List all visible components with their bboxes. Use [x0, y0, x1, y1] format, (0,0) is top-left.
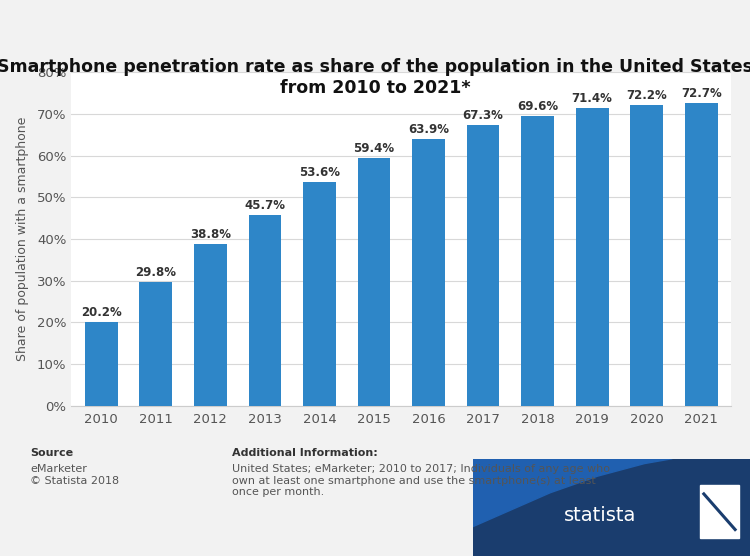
Text: statista: statista — [564, 505, 636, 525]
Text: Smartphone penetration rate as share of the population in the United States
from: Smartphone penetration rate as share of … — [0, 58, 750, 97]
Text: 59.4%: 59.4% — [353, 142, 395, 155]
Bar — [140, 281, 172, 406]
Bar — [303, 182, 336, 406]
Bar — [630, 105, 663, 406]
Polygon shape — [472, 459, 672, 527]
Bar — [85, 321, 118, 406]
Bar — [685, 103, 718, 406]
Text: 69.6%: 69.6% — [517, 100, 558, 113]
Bar — [576, 108, 608, 406]
Bar — [466, 125, 500, 406]
Text: 72.2%: 72.2% — [626, 89, 667, 102]
Text: 38.8%: 38.8% — [190, 228, 231, 241]
Text: United States; eMarketer; 2010 to 2017; Individuals of any age who
own at least : United States; eMarketer; 2010 to 2017; … — [232, 464, 610, 498]
Text: 29.8%: 29.8% — [135, 266, 176, 279]
Bar — [700, 485, 739, 538]
Text: Source: Source — [30, 448, 74, 458]
Text: 72.7%: 72.7% — [681, 87, 722, 100]
Text: Additional Information:: Additional Information: — [232, 448, 378, 458]
Text: 45.7%: 45.7% — [244, 200, 286, 212]
Bar — [521, 116, 554, 406]
Text: eMarketer
© Statista 2018: eMarketer © Statista 2018 — [30, 464, 119, 486]
Bar — [194, 244, 226, 406]
Bar — [413, 140, 445, 406]
Text: 63.9%: 63.9% — [408, 123, 449, 137]
Text: 67.3%: 67.3% — [463, 110, 503, 122]
Text: 53.6%: 53.6% — [299, 166, 340, 180]
Y-axis label: Share of population with a smartphone: Share of population with a smartphone — [16, 117, 28, 361]
Text: 20.2%: 20.2% — [81, 306, 122, 319]
Bar — [248, 215, 281, 406]
Bar — [358, 158, 390, 406]
Text: 71.4%: 71.4% — [572, 92, 613, 105]
